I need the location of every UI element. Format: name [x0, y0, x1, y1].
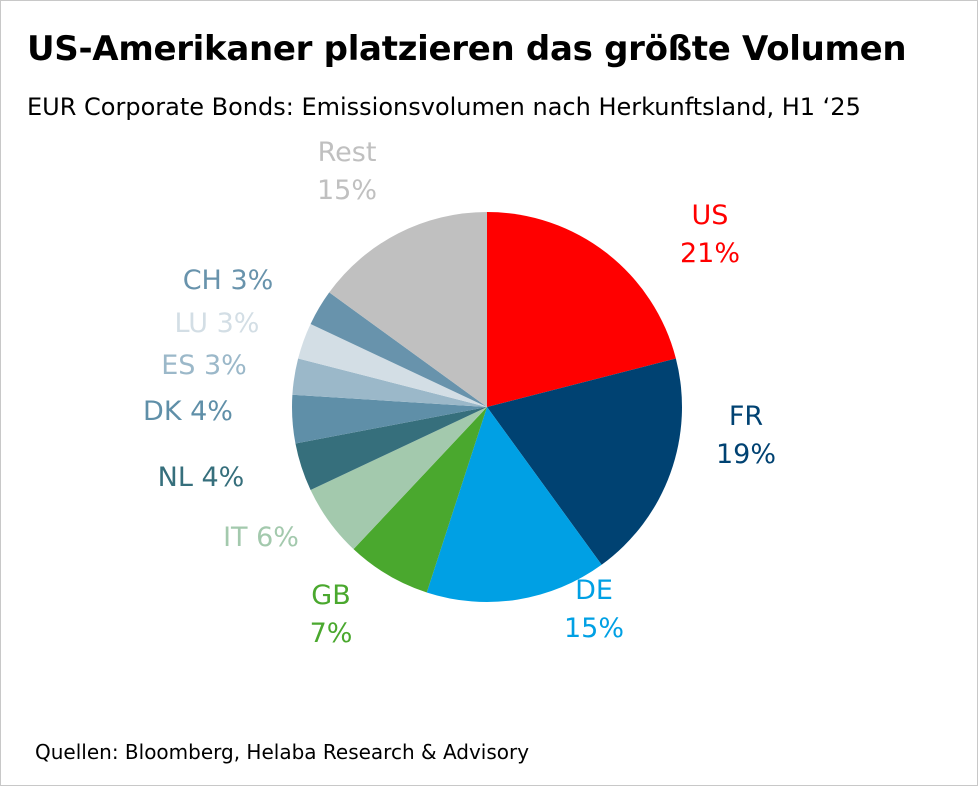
pie-slice-rest: [329, 212, 487, 407]
pie-slice-gb: [353, 407, 487, 593]
pie-slice-it: [310, 407, 487, 550]
slice-label-value: 15%: [317, 175, 377, 206]
slice-label-us: US 21%: [680, 200, 740, 269]
chart-title: US-Amerikaner platzieren das größte Volu…: [27, 29, 907, 69]
slice-label-gb: GB 7%: [310, 580, 353, 649]
pie-slice-dk: [292, 394, 487, 444]
slice-label-rest: Rest 15%: [317, 137, 377, 206]
pie-slice-ch: [310, 292, 487, 407]
slice-label-ch: CH 3%: [183, 265, 274, 296]
chart-subtitle: EUR Corporate Bonds: Emissionsvolumen na…: [27, 93, 861, 121]
slice-label-es: ES 3%: [161, 350, 247, 381]
slice-label-value: 21%: [680, 238, 740, 269]
pie-slice-us: [487, 212, 676, 407]
pie-slice-es: [292, 358, 487, 407]
slice-label-name: Rest: [318, 137, 377, 168]
slice-label-nl: NL 4%: [158, 462, 245, 493]
pie-slice-lu: [298, 323, 487, 407]
slice-label-name: US: [692, 200, 729, 231]
slice-label-value: 19%: [716, 439, 776, 470]
slice-label-dk: DK 4%: [143, 396, 233, 427]
slice-label-value: 7%: [310, 618, 353, 649]
pie-slice-fr: [487, 358, 682, 565]
slice-label-name: FR: [729, 401, 763, 432]
slice-label-name: GB: [311, 580, 350, 611]
slice-label-lu: LU 3%: [175, 308, 260, 339]
slice-label-value: 15%: [564, 613, 624, 644]
slice-label-name: DE: [575, 575, 613, 606]
slice-label-de: DE 15%: [564, 575, 624, 644]
source-note: Quellen: Bloomberg, Helaba Research & Ad…: [35, 740, 530, 764]
pie-slice-nl: [295, 407, 487, 491]
slice-label-it: IT 6%: [223, 522, 299, 553]
pie-slice-de: [426, 407, 602, 602]
slice-label-fr: FR 19%: [716, 401, 776, 470]
